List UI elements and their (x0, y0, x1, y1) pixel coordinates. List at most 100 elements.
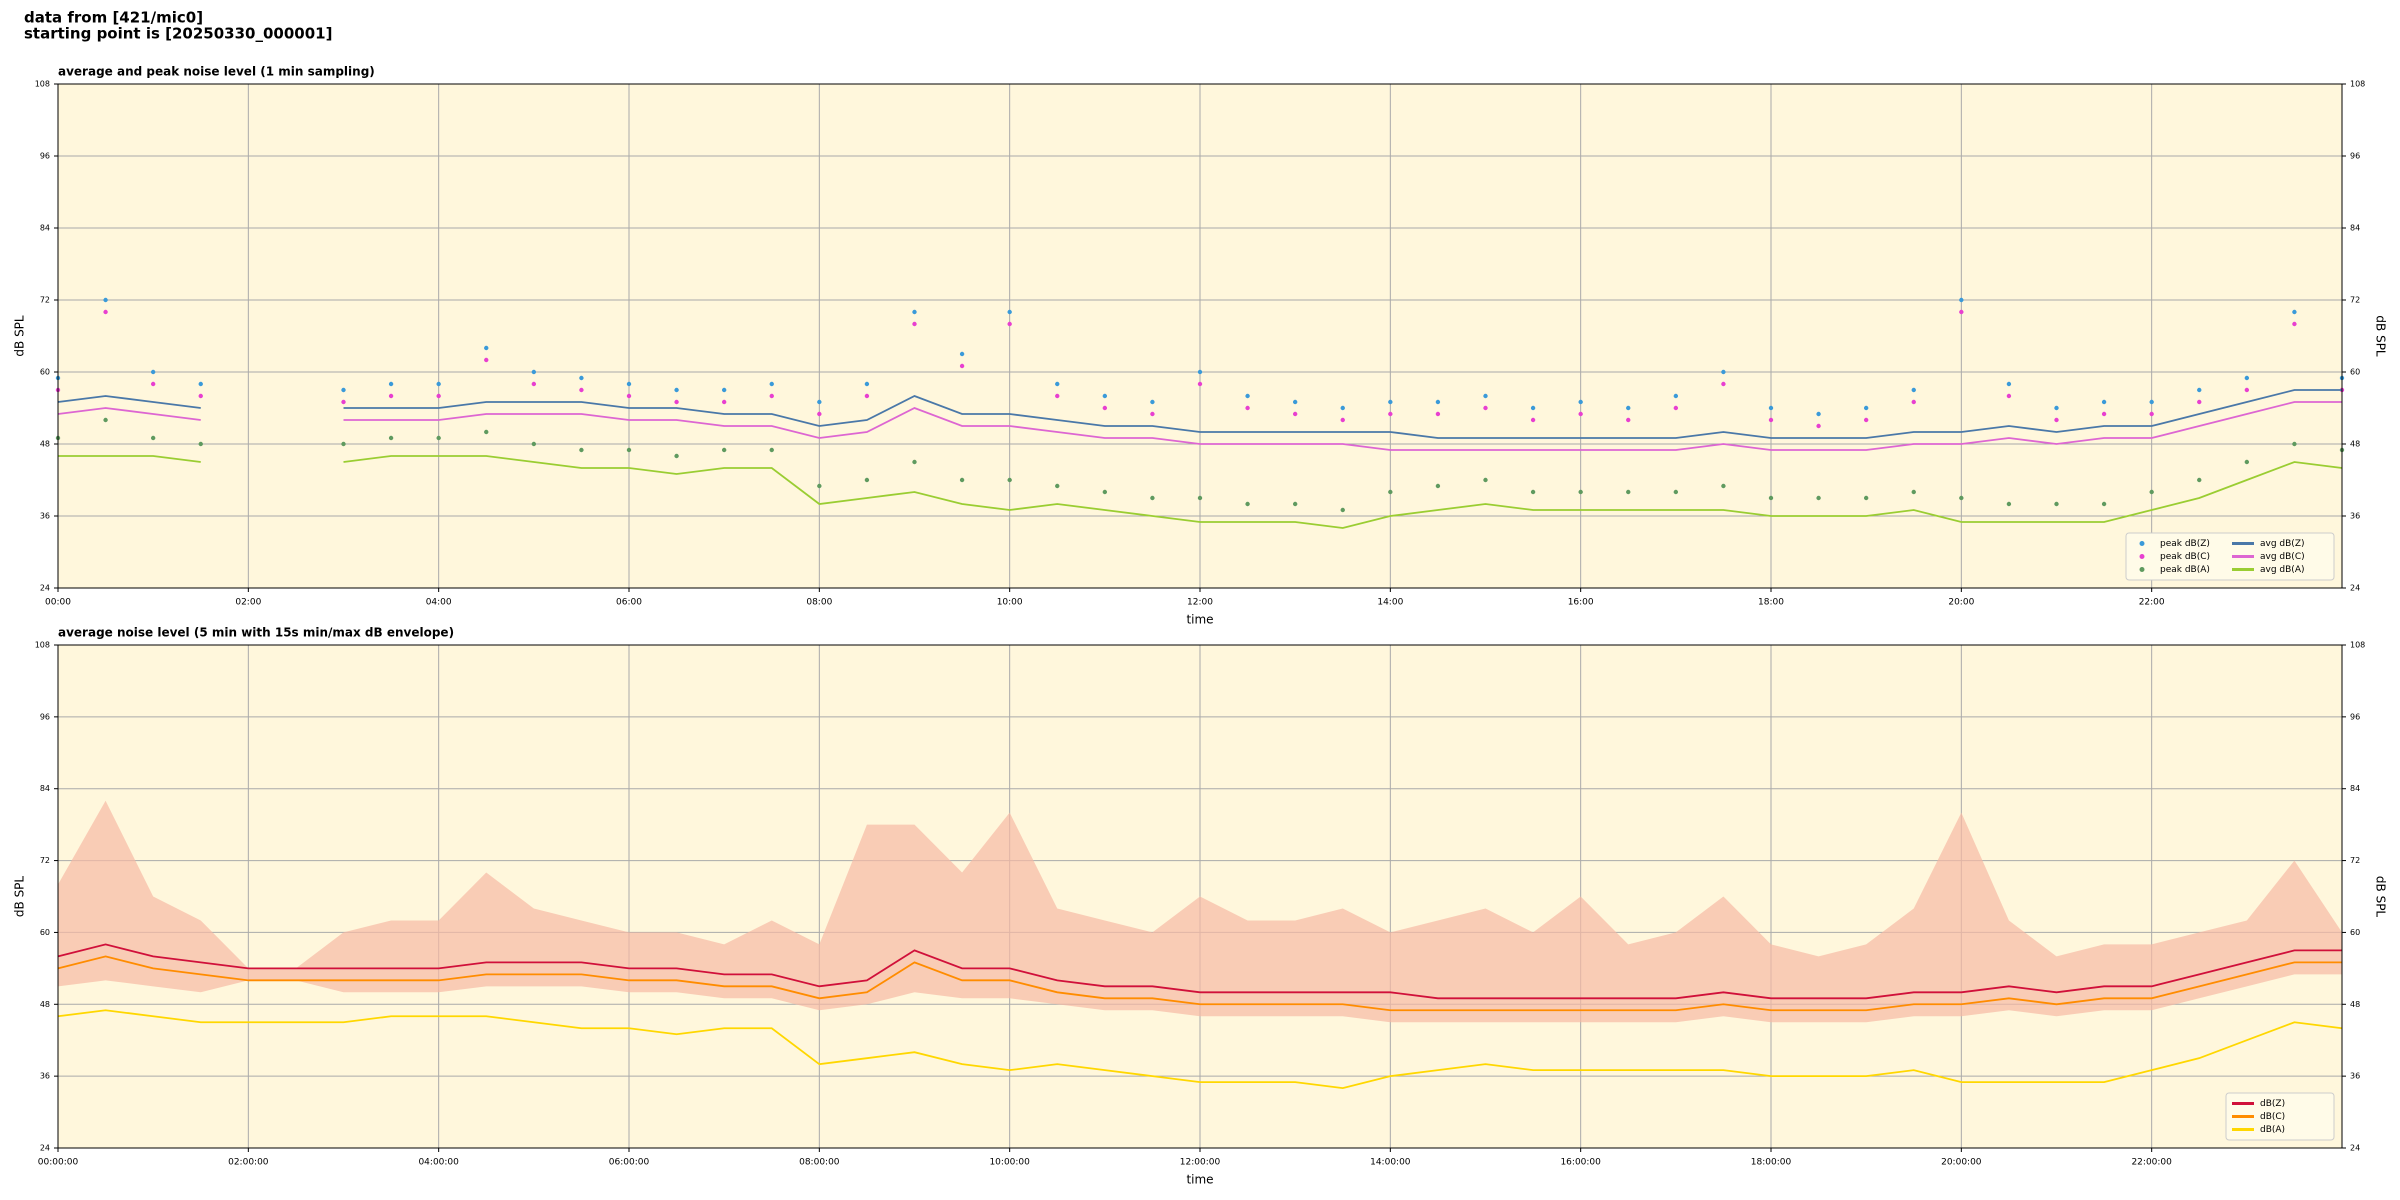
peak-marker (817, 411, 822, 417)
legend-label: dB(A) (2260, 1125, 2285, 1135)
y-tick-label: 72 (40, 856, 50, 865)
peak-marker (1483, 477, 1488, 483)
peak-marker (912, 309, 917, 315)
peak-marker (2006, 393, 2012, 399)
peak-marker (674, 399, 679, 405)
x-tick-label: 20:00:00 (1941, 1158, 1982, 1168)
legend: peak dB(Z) peak dB(C) peak dB(A) avg dB(Z) a… (2125, 532, 2335, 581)
peak-marker (436, 393, 441, 399)
y-tick-label: 36 (2350, 512, 2360, 521)
peak-marker (1007, 477, 1012, 483)
peak-marker (103, 309, 108, 315)
peak-marker (1292, 501, 1298, 507)
peak-marker (1768, 495, 1774, 501)
y-tick-label: 108 (35, 641, 50, 650)
peak-marker (817, 483, 822, 489)
peak-marker (1816, 423, 1821, 429)
peak-marker (1007, 321, 1012, 327)
legend-label: avg dB(C) (2260, 552, 2305, 562)
x-tick-label: 12:00 (1187, 598, 1213, 608)
x-tick-label: 16:00:00 (1560, 1158, 1601, 1168)
peak-marker (912, 459, 917, 465)
peak-marker (1911, 489, 1916, 495)
peak-marker (198, 381, 203, 387)
peak-marker (2101, 399, 2107, 405)
x-tick-label: 14:00:00 (1370, 1158, 1411, 1168)
y-tick-label: 96 (40, 152, 50, 161)
header-line: starting point is [20250330_000001] (24, 25, 332, 43)
peak-marker (2292, 309, 2297, 315)
peak-marker (1959, 297, 1964, 303)
peak-marker (1245, 405, 1250, 411)
series-line (57, 943, 2342, 1000)
peak-marker (864, 381, 870, 387)
peak-marker (1340, 405, 1345, 411)
peak-marker (2006, 381, 2012, 387)
peak-marker (1721, 483, 1726, 489)
y-tick-label: 108 (2350, 80, 2365, 89)
peak-marker (341, 441, 346, 447)
peak-marker (2244, 375, 2250, 381)
peak-marker (579, 387, 584, 393)
peak-marker (2149, 411, 2154, 417)
peak-marker (2101, 411, 2107, 417)
series-line (57, 401, 2342, 451)
peak-marker (1673, 489, 1679, 495)
peak-marker (1055, 381, 1060, 387)
header-line: data from [421/mic0] (24, 9, 203, 27)
peak-marker (1626, 405, 1631, 411)
peak-marker (484, 345, 489, 351)
y-tick-label: 72 (2350, 296, 2360, 305)
y-tick-label: 108 (2350, 641, 2365, 650)
peak-marker (959, 363, 965, 369)
peak-marker (2197, 387, 2202, 393)
peak-marker (531, 369, 537, 375)
peak-marker (198, 393, 203, 399)
peak-marker (769, 381, 774, 387)
peak-marker (1863, 405, 1869, 411)
legend-label: peak dB(Z) (2160, 539, 2210, 549)
peak-marker (1340, 507, 1345, 513)
peak-marker (103, 297, 108, 303)
peak-marker (579, 447, 584, 453)
peak-marker (2197, 399, 2202, 405)
x-tick-label: 18:00 (1758, 598, 1784, 608)
y-tick-label: 36 (40, 1072, 50, 1081)
y-tick-label: 60 (2350, 368, 2360, 377)
x-tick-label: 16:00 (1568, 598, 1594, 608)
plot-frame (57, 83, 2343, 589)
peak-marker (436, 435, 441, 441)
x-tick-label: 18:00:00 (1751, 1158, 1792, 1168)
peak-marker (1150, 495, 1155, 501)
peak-marker (2006, 501, 2012, 507)
x-tick-label: 14:00 (1377, 598, 1403, 608)
peak-marker (1388, 399, 1393, 405)
legend-label: dB(C) (2260, 1112, 2285, 1122)
y-tick-label: 72 (40, 296, 50, 305)
x-tick-label: 04:00:00 (418, 1158, 459, 1168)
peak-marker (531, 441, 537, 447)
peak-marker (769, 447, 774, 453)
peak-marker (1673, 393, 1679, 399)
y-tick-label: 24 (40, 1144, 50, 1153)
x-tick-label: 08:00 (806, 598, 832, 608)
x-tick-label: 00:00 (45, 598, 71, 608)
peak-marker (2244, 459, 2250, 465)
series-line (57, 1009, 2343, 1090)
peak-marker (2149, 489, 2154, 495)
legend-marker (2139, 554, 2145, 559)
peak-marker (1816, 495, 1821, 501)
peak-marker (1197, 369, 1203, 375)
peak-marker (1483, 393, 1488, 399)
y-tick-label: 96 (40, 712, 50, 721)
peak-marker (150, 369, 156, 375)
x-tick-label: 22:00 (2139, 598, 2165, 608)
peak-marker (1102, 489, 1108, 495)
peak-marker (1959, 495, 1964, 501)
peak-marker (1388, 489, 1393, 495)
peak-marker (2149, 399, 2154, 405)
peak-marker (341, 399, 346, 405)
y-tick-label: 84 (40, 784, 50, 793)
legend-label: avg dB(A) (2260, 565, 2304, 575)
chart-title: average and peak noise level (1 min samp… (58, 65, 375, 79)
